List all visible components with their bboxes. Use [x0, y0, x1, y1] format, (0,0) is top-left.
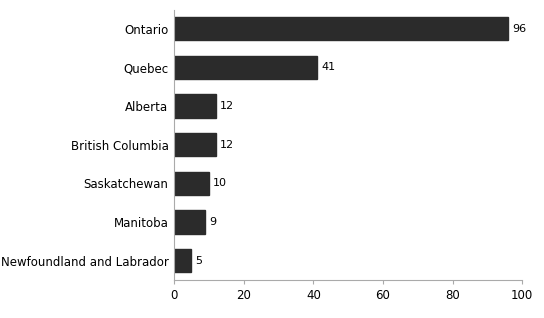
Bar: [174, 210, 206, 233]
Text: 5: 5: [196, 256, 203, 266]
Text: 96: 96: [512, 24, 527, 34]
Bar: [174, 133, 216, 156]
Bar: [174, 17, 508, 40]
Text: 12: 12: [220, 140, 234, 150]
Bar: [174, 56, 317, 79]
Bar: [174, 94, 216, 118]
Text: 41: 41: [321, 62, 335, 73]
Bar: [174, 249, 191, 272]
Text: 10: 10: [213, 178, 227, 188]
Bar: [174, 172, 209, 195]
Text: 12: 12: [220, 101, 234, 111]
Text: 9: 9: [209, 217, 217, 227]
